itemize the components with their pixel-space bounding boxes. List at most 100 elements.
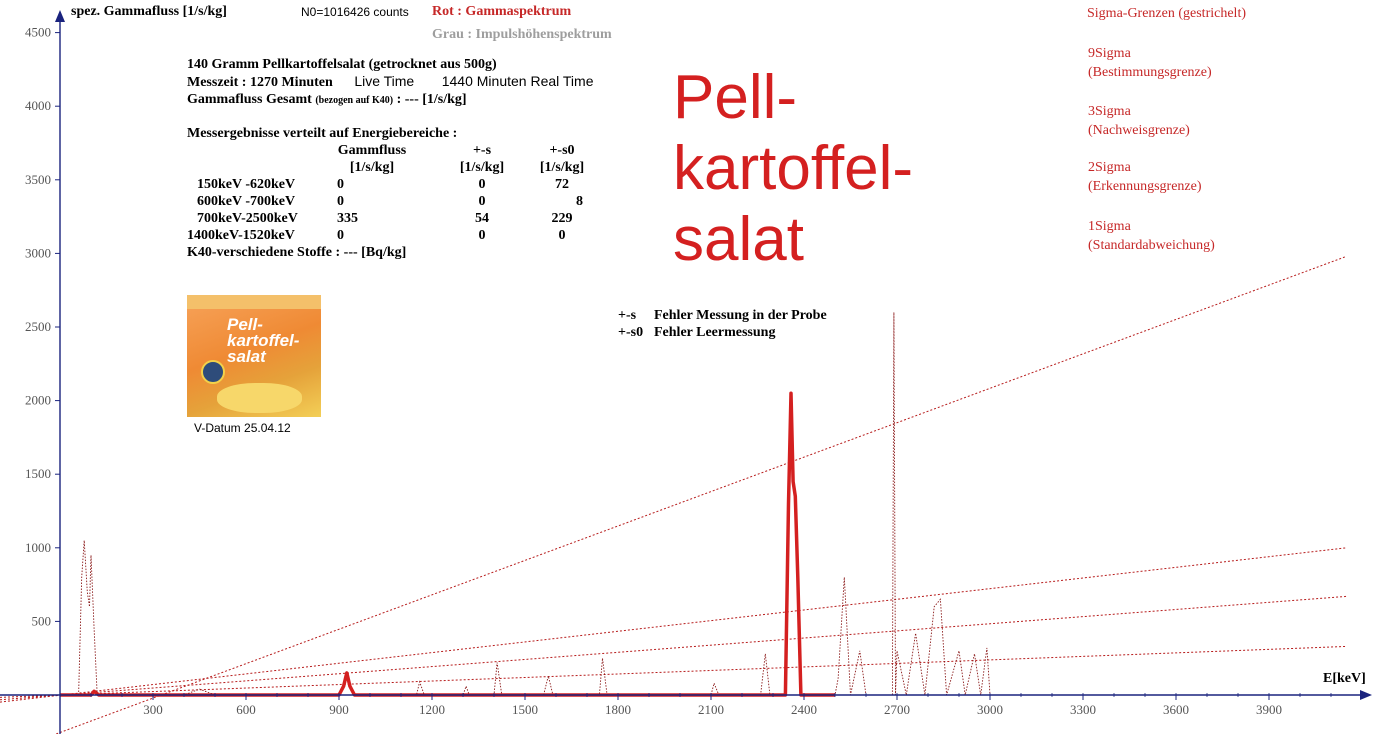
k40-line: K40-verschiedene Stoffe : --- [Bq/kg] bbox=[187, 245, 407, 260]
s-description: Fehler Messung in der Probe bbox=[654, 308, 827, 323]
sigma-2: 2Sigma bbox=[1088, 160, 1131, 175]
row-s: 0 bbox=[478, 194, 486, 209]
tick-labels: 500 1000 1500 2000 2500 3000 3500 4000 4500 300 60… bbox=[25, 25, 1282, 717]
x-tick-label: 1200 bbox=[419, 702, 445, 717]
results-block: Messergebnisse verteilt auf Energieberei… bbox=[187, 126, 597, 261]
table-row: 700keV-2500keV 335 54 229 bbox=[187, 210, 597, 227]
results-units-row: [1/s/kg] [1/s/kg] [1/s/kg] bbox=[187, 159, 597, 176]
row-flux: 335 bbox=[337, 211, 358, 226]
sigma-9-desc: (Bestimmungsgrenze) bbox=[1088, 65, 1212, 80]
x-tick-label: 3000 bbox=[977, 702, 1003, 717]
x-tick-label: 900 bbox=[329, 702, 349, 717]
unit-s: [1/s/kg] bbox=[459, 160, 505, 175]
product-label: Pell-kartoffel-salat bbox=[227, 315, 300, 366]
n0-counts: N0=1016426 counts bbox=[301, 5, 409, 19]
y-tick-label: 500 bbox=[32, 613, 52, 628]
table-row: 150keV -620keV 0 0 72 bbox=[187, 176, 597, 193]
big-title: Pell- kartoffel- salat bbox=[673, 62, 913, 275]
sigma-1: 1Sigma bbox=[1088, 219, 1131, 234]
gesamt-value: : --- [1/s/kg] bbox=[396, 92, 467, 107]
sigma-legend: Sigma-Grenzen (gestrichelt) 9Sigma (Best… bbox=[1087, 4, 1246, 255]
y-axis-arrow bbox=[55, 10, 65, 22]
sigma-line-3sigma bbox=[0, 547, 1347, 703]
messzeit: Messzeit : 1270 Minuten bbox=[187, 75, 333, 90]
y-tick-label: 3000 bbox=[25, 245, 51, 260]
sigma-line-2sigma bbox=[0, 595, 1347, 701]
x-tick-label: 300 bbox=[143, 702, 163, 717]
row-flux: 0 bbox=[337, 194, 344, 209]
x-tick-label: 2700 bbox=[884, 702, 910, 717]
x-axis-arrow bbox=[1360, 690, 1372, 700]
x-tick-label: 3300 bbox=[1070, 702, 1096, 717]
x-tick-label: 1500 bbox=[512, 702, 538, 717]
y-tick-label: 1500 bbox=[25, 466, 51, 481]
table-row: 1400keV-1520keV 0 0 0 bbox=[187, 227, 597, 244]
x-tick-label: 3600 bbox=[1163, 702, 1189, 717]
x-tick-label: 1800 bbox=[605, 702, 631, 717]
y-tick-label: 3500 bbox=[25, 172, 51, 187]
x-tick-label: 3900 bbox=[1256, 702, 1282, 717]
legend-gamma: Rot : Gammaspektrum bbox=[432, 4, 572, 19]
v-datum: V-Datum 25.04.12 bbox=[194, 421, 291, 435]
potato-image bbox=[217, 383, 302, 413]
series-gammaspektrum bbox=[60, 391, 835, 697]
row-range: 700keV-2500keV bbox=[197, 211, 298, 226]
sigma-9: 9Sigma bbox=[1088, 46, 1131, 61]
row-s0: 72 bbox=[555, 177, 569, 192]
row-s0: 8 bbox=[576, 194, 583, 209]
s-symbol: +-s bbox=[618, 308, 637, 323]
s0-description: Fehler Leermessung bbox=[654, 325, 776, 340]
gammafluss-gesamt: Gammafluss Gesamt (bezogen auf K40) : --… bbox=[187, 91, 594, 109]
row-flux: 0 bbox=[337, 228, 344, 243]
row-s: 54 bbox=[475, 211, 489, 226]
legend-pulse-height: Grau : Impulshöhenspektrum bbox=[432, 27, 612, 42]
x-axis-label: E[keV] bbox=[1323, 671, 1366, 686]
sample-description: 140 Gramm Pellkartoffelsalat (getrocknet… bbox=[187, 57, 497, 72]
unit-s0: [1/s/kg] bbox=[539, 160, 585, 175]
sigma-2-desc: (Erkennungsgrenze) bbox=[1088, 179, 1202, 194]
y-tick-label: 4000 bbox=[25, 98, 51, 113]
y-tick-label: 4500 bbox=[25, 25, 51, 40]
col-header-s0: +-s0 bbox=[549, 143, 575, 158]
y-tick-label: 2000 bbox=[25, 393, 51, 408]
row-range: 150keV -620keV bbox=[197, 177, 296, 192]
s0-symbol: +-s0 bbox=[618, 325, 644, 340]
results-heading: Messergebnisse verteilt auf Energieberei… bbox=[187, 126, 458, 141]
row-s0: 0 bbox=[558, 228, 566, 243]
x-tick-label: 600 bbox=[236, 702, 256, 717]
gesamt-ref: (bezogen auf K40) bbox=[315, 95, 394, 106]
live-time: Live Time bbox=[354, 73, 415, 89]
row-range: 1400keV-1520keV bbox=[187, 228, 295, 243]
sigma-lines bbox=[0, 255, 1347, 734]
row-range: 600keV -700keV bbox=[197, 194, 296, 209]
row-flux: 0 bbox=[337, 177, 344, 192]
big-title-line: salat bbox=[673, 205, 804, 274]
quality-seal-icon bbox=[201, 360, 225, 384]
real-time: 1440 Minuten Real Time bbox=[441, 73, 594, 89]
error-legend: +-s Fehler Messung in der Probe +-s0 Fehle… bbox=[618, 307, 827, 341]
sigma-1-desc: (Standardabweichung) bbox=[1088, 238, 1215, 253]
series-impulshoehenspektrum bbox=[78, 312, 991, 696]
y-tick-label: 2500 bbox=[25, 319, 51, 334]
measurement-time-line: Messzeit : 1270 Minuten Live Time 1440 M… bbox=[187, 73, 594, 91]
measurement-info: 140 Gramm Pellkartoffelsalat (getrocknet… bbox=[187, 56, 594, 109]
results-table: Gammfluss +-s +-s0 [1/s/kg] [1/s/kg] [1/… bbox=[187, 142, 597, 244]
sigma-3-desc: (Nachweisgrenze) bbox=[1088, 123, 1190, 138]
big-title-line: Pell- bbox=[673, 63, 798, 132]
y-tick-label: 1000 bbox=[25, 540, 51, 555]
sigma-line-1sigma bbox=[0, 645, 1347, 698]
product-photo: Pell-kartoffel-salat bbox=[187, 295, 321, 417]
results-header-row: Gammfluss +-s +-s0 bbox=[187, 142, 597, 159]
row-s: 0 bbox=[478, 177, 486, 192]
sigma-legend-title: Sigma-Grenzen (gestrichelt) bbox=[1087, 6, 1246, 21]
x-tick-label: 2100 bbox=[698, 702, 724, 717]
row-s0: 229 bbox=[551, 211, 573, 226]
big-title-line: kartoffel- bbox=[673, 134, 914, 203]
x-tick-label: 2400 bbox=[791, 702, 817, 717]
col-header-flux: Gammfluss bbox=[337, 143, 407, 158]
gesamt-label: Gammafluss Gesamt bbox=[187, 92, 312, 107]
product-lid bbox=[187, 295, 321, 309]
sigma-line-9sigma bbox=[54, 255, 1347, 734]
sigma-3: 3Sigma bbox=[1088, 104, 1131, 119]
